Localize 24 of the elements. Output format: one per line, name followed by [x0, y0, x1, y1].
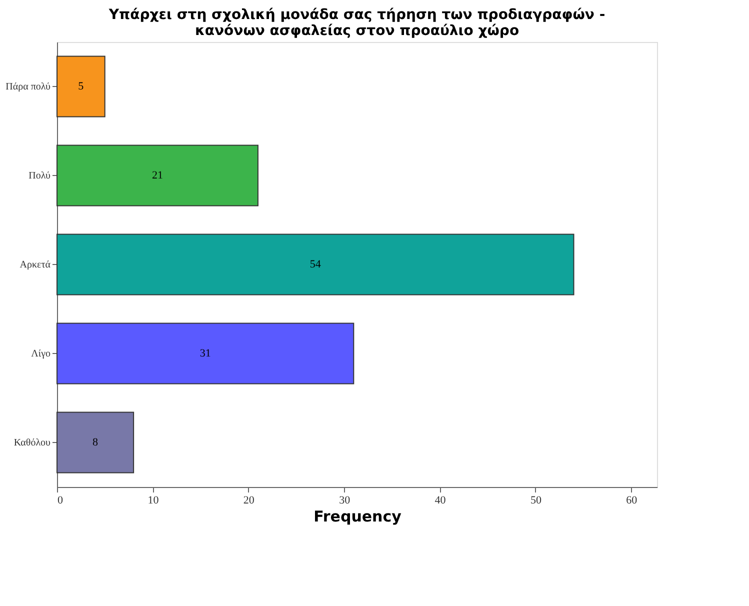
data-label: 5	[78, 80, 84, 92]
x-tick-label: 30	[339, 494, 351, 506]
data-label: 31	[200, 348, 211, 360]
bar	[56, 234, 574, 296]
y-tick-label: Λίγο	[31, 348, 50, 360]
y-tick-label: Πάρα πολύ	[6, 82, 51, 92]
bar	[56, 144, 258, 206]
data-label: 8	[92, 436, 99, 448]
data-label: 21	[152, 170, 163, 182]
x-tick-label: 40	[434, 494, 446, 506]
y-tick-label: Πολύ	[28, 170, 51, 182]
x-tick-label: 20	[243, 494, 255, 506]
bar	[56, 412, 134, 474]
x-tick-label: 60	[626, 494, 638, 506]
data-label: 54	[310, 258, 322, 270]
x-tick-label: 50	[530, 494, 542, 506]
y-tick-label: Καθόλου	[14, 438, 51, 448]
y-tick-label: Αρκετά	[20, 260, 52, 270]
bar	[56, 322, 354, 384]
x-axis-title: Frequency	[314, 508, 402, 526]
chart-title: Υπάρχει στη σχολική μονάδα σας τήρηση των προδιαγραφών - κανόνων ασφαλείας στον προαύλιο χώρο	[108, 7, 606, 39]
x-tick-label: 10	[148, 494, 160, 506]
bar	[56, 56, 106, 118]
x-tick-label: 0	[58, 494, 64, 506]
